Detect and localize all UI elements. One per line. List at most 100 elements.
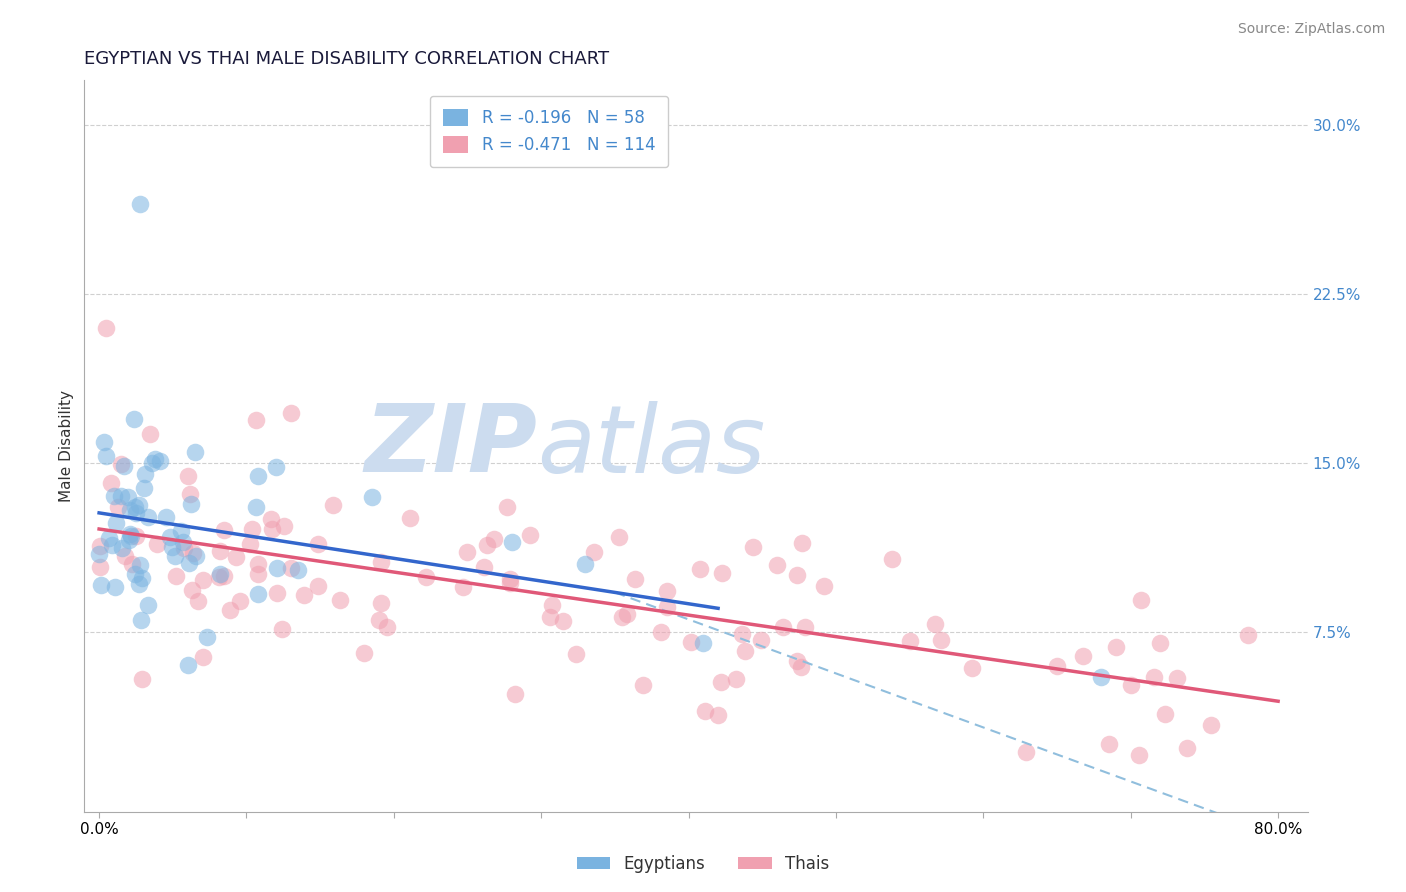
Point bbox=[1015, 745, 1038, 759]
Point bbox=[307, 579, 329, 593]
Point bbox=[132, 482, 155, 496]
Point bbox=[766, 558, 789, 572]
Point bbox=[266, 586, 288, 600]
Point bbox=[616, 607, 638, 621]
Point bbox=[94, 449, 117, 463]
Point bbox=[134, 467, 156, 481]
Point bbox=[209, 544, 232, 558]
Point bbox=[786, 654, 808, 668]
Point bbox=[208, 566, 231, 581]
Point bbox=[793, 620, 815, 634]
Point bbox=[264, 460, 287, 475]
Point bbox=[1128, 747, 1150, 762]
Point bbox=[181, 546, 204, 560]
Point bbox=[880, 552, 903, 566]
Point bbox=[650, 624, 672, 639]
Point bbox=[131, 571, 153, 585]
Point bbox=[456, 545, 478, 559]
Point bbox=[247, 587, 270, 601]
Point bbox=[124, 500, 146, 515]
Point bbox=[292, 588, 315, 602]
Point bbox=[370, 555, 392, 569]
Point bbox=[89, 547, 111, 561]
Point bbox=[353, 646, 375, 660]
Text: ZIP: ZIP bbox=[364, 400, 537, 492]
Point bbox=[172, 534, 194, 549]
Point bbox=[655, 584, 678, 599]
Text: EGYPTIAN VS THAI MALE DISABILITY CORRELATION CHART: EGYPTIAN VS THAI MALE DISABILITY CORRELA… bbox=[84, 50, 609, 68]
Point bbox=[772, 620, 794, 634]
Point bbox=[503, 687, 526, 701]
Point bbox=[692, 636, 714, 650]
Point bbox=[368, 613, 391, 627]
Point bbox=[1143, 670, 1166, 684]
Point bbox=[186, 549, 208, 563]
Point bbox=[270, 622, 292, 636]
Point bbox=[247, 468, 270, 483]
Point bbox=[360, 490, 382, 504]
Point bbox=[655, 599, 678, 614]
Point bbox=[149, 454, 172, 468]
Point bbox=[1071, 649, 1094, 664]
Point bbox=[129, 197, 152, 211]
Point bbox=[125, 506, 148, 520]
Point bbox=[131, 672, 153, 686]
Point bbox=[898, 634, 921, 648]
Point bbox=[103, 489, 125, 503]
Point bbox=[128, 577, 150, 591]
Point bbox=[583, 545, 606, 559]
Point bbox=[1149, 636, 1171, 650]
Point bbox=[212, 523, 235, 537]
Point bbox=[710, 675, 733, 690]
Point bbox=[179, 486, 201, 500]
Point bbox=[1097, 737, 1119, 751]
Point bbox=[121, 558, 143, 572]
Point bbox=[107, 500, 129, 514]
Point bbox=[136, 510, 159, 524]
Point bbox=[610, 610, 633, 624]
Point bbox=[786, 568, 808, 582]
Point bbox=[155, 509, 177, 524]
Point bbox=[790, 536, 813, 550]
Point bbox=[370, 597, 392, 611]
Point bbox=[731, 626, 754, 640]
Point bbox=[100, 476, 122, 491]
Point bbox=[219, 603, 242, 617]
Point bbox=[105, 516, 128, 531]
Point bbox=[1237, 628, 1260, 642]
Point bbox=[89, 539, 111, 553]
Point bbox=[689, 562, 711, 576]
Point bbox=[266, 561, 288, 575]
Point bbox=[1166, 672, 1188, 686]
Point bbox=[1105, 640, 1128, 655]
Point bbox=[501, 534, 523, 549]
Point bbox=[136, 598, 159, 612]
Point bbox=[415, 569, 437, 583]
Point bbox=[789, 660, 811, 674]
Point bbox=[541, 599, 564, 613]
Point bbox=[707, 708, 730, 723]
Point bbox=[97, 531, 120, 545]
Point bbox=[96, 321, 118, 335]
Point bbox=[114, 549, 136, 564]
Point bbox=[260, 512, 283, 526]
Point bbox=[118, 527, 141, 541]
Point bbox=[962, 661, 984, 675]
Point bbox=[225, 549, 247, 564]
Point bbox=[711, 566, 734, 580]
Point bbox=[280, 561, 302, 575]
Point bbox=[111, 541, 134, 556]
Point bbox=[181, 583, 204, 598]
Point bbox=[93, 435, 115, 450]
Point bbox=[229, 594, 252, 608]
Point bbox=[138, 427, 160, 442]
Point bbox=[180, 497, 202, 511]
Point bbox=[307, 537, 329, 551]
Point bbox=[482, 533, 505, 547]
Point bbox=[117, 490, 139, 504]
Point bbox=[120, 529, 142, 543]
Point bbox=[813, 578, 835, 592]
Point bbox=[262, 522, 284, 536]
Point bbox=[399, 510, 422, 524]
Text: atlas: atlas bbox=[537, 401, 765, 491]
